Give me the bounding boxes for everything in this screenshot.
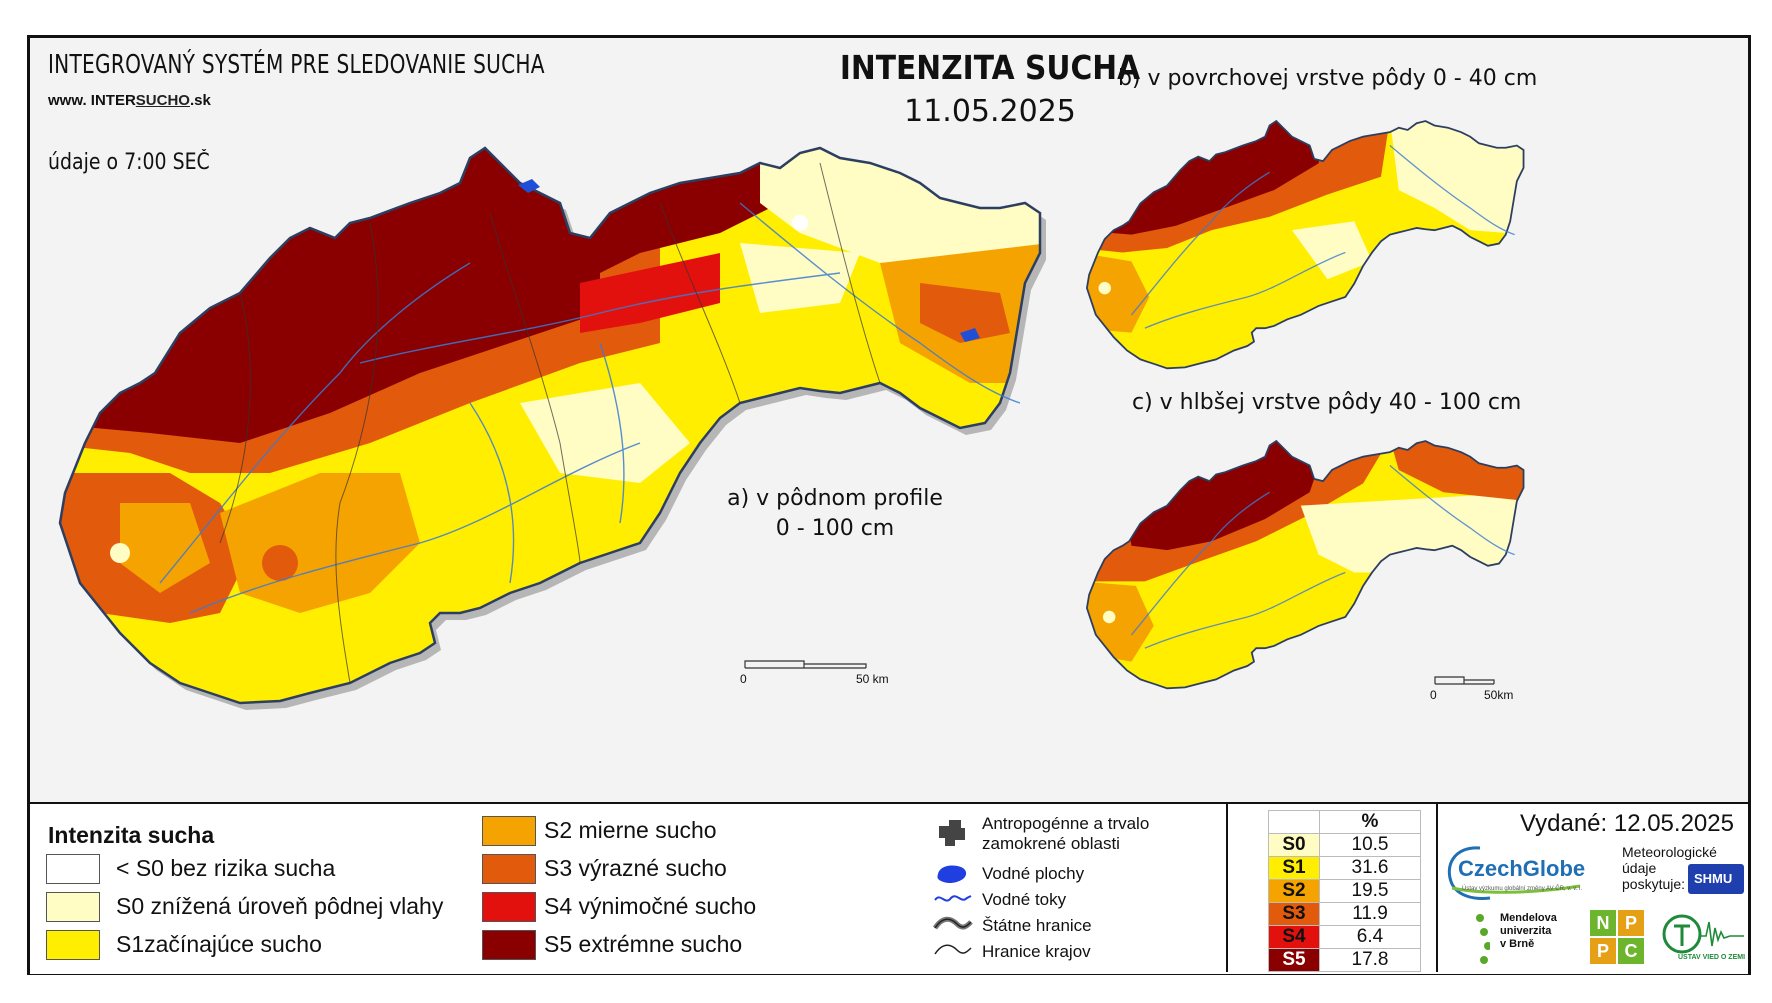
table-row: S4 6.4 — [1268, 925, 1421, 949]
legend-swatch-below-s0 — [46, 854, 100, 884]
symbol-label-water-stream: Vodné toky — [982, 890, 1067, 909]
scale-bar-deep: 0 50km — [1430, 674, 1524, 704]
map-a-label-line1: a) v pôdnom profile — [727, 486, 943, 511]
meteo-line-2: údaje — [1622, 860, 1657, 876]
table-row: S3 11.9 — [1268, 902, 1421, 926]
uvz-name: ÚSTAV VIED O ZEMI — [1678, 954, 1746, 961]
mendel-university-name: Mendelova univerzita v Brně — [1500, 912, 1557, 951]
table-value-s5: 17.8 — [1319, 948, 1421, 972]
mendel-line-2: univerzita — [1500, 925, 1552, 937]
legend-label-s1: S1začínajúce sucho — [116, 931, 322, 957]
table-header-empty — [1268, 810, 1320, 834]
czechglobe-name: CzechGlobe — [1458, 856, 1586, 881]
table-value-s1: 31.6 — [1319, 856, 1421, 880]
website-link[interactable]: www. INTERSUCHO.sk — [48, 92, 211, 109]
legend-swatch-s0 — [46, 892, 100, 922]
data-time-note: údaje o 7:00 SEČ — [48, 150, 210, 175]
legend-label-s4: S4 výnimočné sucho — [544, 893, 757, 919]
npc-letter-n: N — [1590, 910, 1616, 936]
uvz-logo[interactable]: ÚSTAV VIED O ZEMI — [1660, 910, 1746, 968]
legend-area: Intenzita sucha < S0 bez rizika sucha S0… — [30, 802, 1748, 974]
legend-swatch-s4 — [482, 892, 536, 922]
map-area: INTEGROVANÝ SYSTÉM PRE SLEDOVANIE SUCHA … — [30, 38, 1748, 802]
table-value-s4: 6.4 — [1319, 925, 1421, 949]
region-border-icon — [934, 944, 972, 955]
legend-label-below-s0: < S0 bez rizika sucha — [116, 855, 336, 881]
scale-main-start: 0 — [740, 672, 747, 686]
urban-area-icon — [939, 820, 965, 846]
drought-percent-table: % S0 10.5 S1 31.6 S2 19.5 S3 11.9 S4 6.4 — [1268, 810, 1421, 972]
scale-bar-main: 0 50 km — [740, 658, 889, 688]
mendel-logo[interactable] — [1472, 912, 1492, 968]
czechglobe-subtitle: Ústav výzkumu globální změny AV ČR, v. v… — [1462, 886, 1583, 892]
table-row: S2 19.5 — [1268, 879, 1421, 903]
npc-logo[interactable]: N P P C — [1590, 910, 1646, 966]
state-border-icon — [933, 916, 973, 930]
shmu-logo[interactable]: SHMU — [1688, 864, 1744, 894]
legend-title: Intenzita sucha — [48, 822, 215, 848]
legend-label-s2: S2 mierne sucho — [544, 817, 717, 843]
table-class-s4: S4 — [1268, 925, 1320, 949]
legend-label-s5: S5 extrémne sucho — [544, 931, 743, 957]
website-prefix: www. INTER — [48, 92, 136, 109]
legend-divider-right — [1436, 804, 1438, 972]
table-class-s2: S2 — [1268, 879, 1320, 903]
map-frame: INTEGROVANÝ SYSTÉM PRE SLEDOVANIE SUCHA … — [27, 35, 1751, 975]
table-class-s3: S3 — [1268, 902, 1320, 926]
website-highlight: SUCHO — [135, 92, 190, 109]
map-b-label: b) v povrchovej vrstve pôdy 0 - 40 cm — [1118, 66, 1538, 91]
npc-letter-p2: P — [1590, 938, 1616, 964]
scale-deep-end: 50km — [1484, 688, 1514, 702]
shmu-name: SHMU — [1694, 871, 1733, 886]
system-title: INTEGROVANÝ SYSTÉM PRE SLEDOVANIE SUCHA — [48, 50, 545, 80]
water-body-icon — [937, 865, 967, 884]
table-row: S5 17.8 — [1268, 948, 1421, 972]
issued-date: Vydané: 12.05.2025 — [1520, 810, 1734, 837]
table-header-percent: % — [1319, 810, 1421, 834]
symbol-label-water-body: Vodné plochy — [982, 864, 1085, 883]
drought-map-main — [58, 146, 1046, 710]
meteo-line-1: Meteorologické — [1622, 844, 1717, 860]
legend-label-s0: S0 znížená úroveň pôdnej vlahy — [116, 893, 444, 919]
meteo-provider-note: Meteorologické údaje poskytuje: — [1622, 844, 1717, 892]
legend-swatch-s1 — [46, 930, 100, 960]
legend-swatch-s2 — [482, 816, 536, 846]
table-value-s2: 19.5 — [1319, 879, 1421, 903]
map-date: 11.05.2025 — [904, 94, 1076, 129]
mendel-line-3: v Brně — [1500, 938, 1535, 950]
water-stream-icon — [934, 895, 972, 902]
table-value-s0: 10.5 — [1319, 833, 1421, 857]
symbol-label-urban-2: zamokrené oblasti — [982, 834, 1120, 853]
drought-map-deep — [1086, 440, 1525, 690]
map-a-label-line2: 0 - 100 cm — [775, 516, 895, 541]
npc-letter-p1: P — [1618, 910, 1644, 936]
table-class-s0: S0 — [1268, 833, 1320, 857]
czechglobe-logo[interactable]: CzechGlobe Ústav výzkumu globální změny … — [1440, 842, 1590, 904]
table-row: S1 31.6 — [1268, 856, 1421, 880]
symbol-label-state-border: Štátne hranice — [982, 916, 1092, 935]
meteo-line-3: poskytuje: — [1622, 876, 1686, 892]
symbol-label-urban-1: Antropogénne a trvalo — [982, 814, 1150, 833]
table-class-s5: S5 — [1268, 948, 1320, 972]
scale-main-end: 50 km — [856, 672, 889, 686]
table-row: S0 10.5 — [1268, 833, 1421, 857]
symbol-label-region-border: Hranice krajov — [982, 942, 1091, 961]
scale-deep-start: 0 — [1430, 688, 1437, 702]
drought-map-surface — [1086, 120, 1525, 370]
main-title: INTENZITA SUCHA — [839, 48, 1141, 87]
legend-swatch-s3 — [482, 854, 536, 884]
legend-label-s3: S3 výrazné sucho — [544, 855, 727, 881]
legend-divider-left — [1226, 804, 1228, 972]
website-suffix: .sk — [189, 92, 211, 109]
map-c-label: c) v hlbšej vrstve pôdy 40 - 100 cm — [1132, 390, 1522, 415]
legend-swatch-s5 — [482, 930, 536, 960]
npc-letter-c: C — [1618, 938, 1644, 964]
table-class-s1: S1 — [1268, 856, 1320, 880]
mendel-line-1: Mendelova — [1500, 912, 1557, 924]
table-value-s3: 11.9 — [1319, 902, 1421, 926]
